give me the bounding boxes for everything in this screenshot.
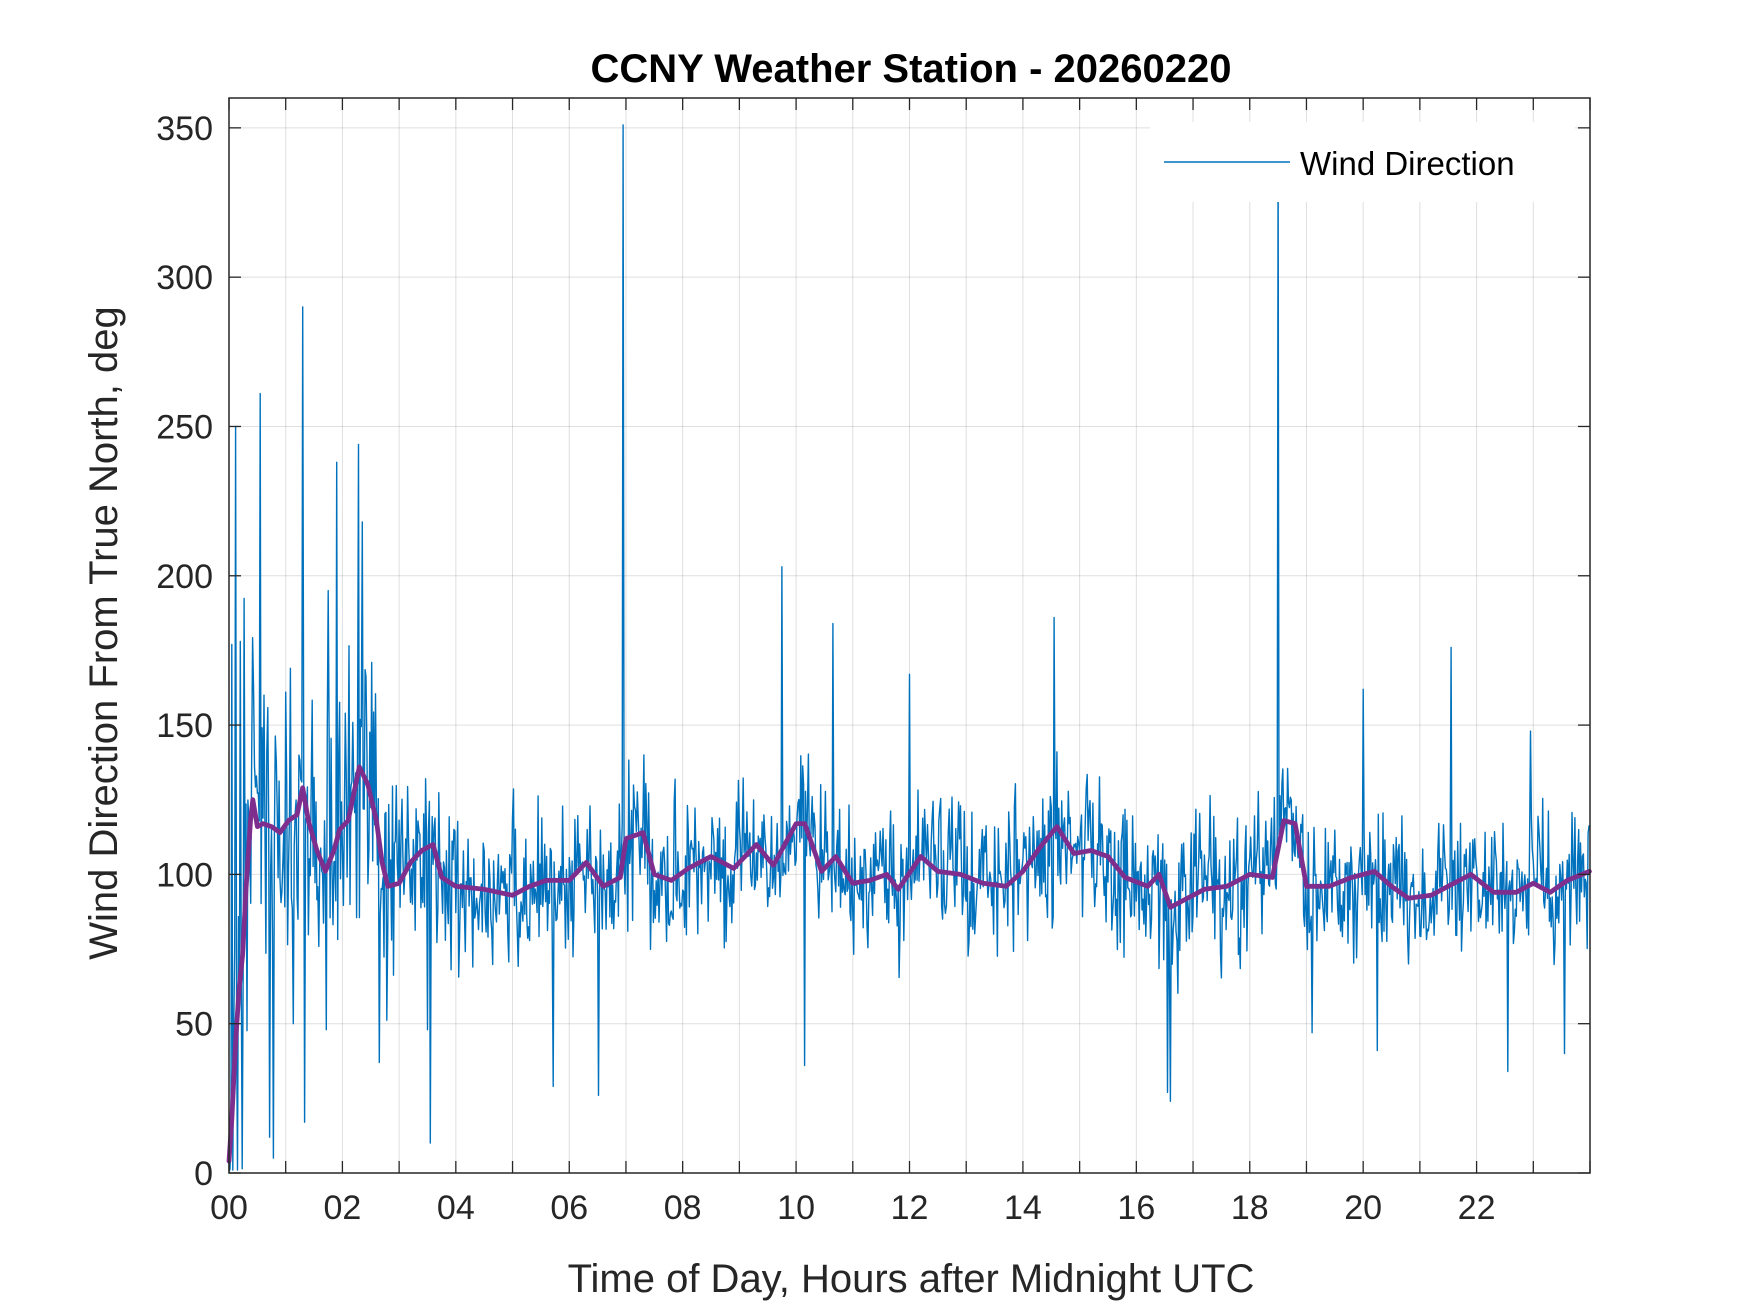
- y-tick-label: 100: [156, 856, 213, 894]
- x-tick-label: 00: [210, 1189, 248, 1227]
- x-tick-label: 16: [1117, 1189, 1155, 1227]
- tick-labels: 00 02 04 06 08 10 12 14 16 18 20 22 0 50 100 150 200 250 3…: [156, 110, 1495, 1227]
- y-tick-label: 250: [156, 408, 213, 446]
- x-tick-label: 18: [1231, 1189, 1269, 1227]
- y-tick-label: 350: [156, 110, 213, 148]
- data-layer: [226, 124, 1592, 1171]
- y-tick-label: 200: [156, 558, 213, 596]
- plot-area: [229, 98, 1590, 1173]
- x-tick-label: 02: [324, 1189, 362, 1227]
- legend: Wind Direction: [1150, 122, 1575, 202]
- smoothed-wind-direction-line: [226, 764, 1592, 1164]
- y-tick-label: 150: [156, 707, 213, 745]
- x-tick-label: 04: [437, 1189, 475, 1227]
- x-axis-label: Time of Day, Hours after Midnight UTC: [568, 1257, 1255, 1301]
- y-tick-label: 300: [156, 259, 213, 297]
- legend-label-wind-direction: Wind Direction: [1300, 145, 1515, 182]
- y-tick-label: 0: [194, 1155, 213, 1193]
- ticks: [228, 98, 1591, 1174]
- x-tick-label: 20: [1344, 1189, 1382, 1227]
- wind-direction-line: [229, 124, 1590, 1171]
- x-tick-label: 10: [777, 1189, 815, 1227]
- x-tick-label: 14: [1004, 1189, 1042, 1227]
- x-tick-label: 22: [1458, 1189, 1496, 1227]
- y-axis-label: Wind Direction From True North, deg: [82, 306, 126, 960]
- x-tick-label: 12: [891, 1189, 929, 1227]
- y-tick-label: 50: [175, 1006, 213, 1044]
- x-tick-label: 08: [664, 1189, 702, 1227]
- x-tick-label: 06: [550, 1189, 588, 1227]
- chart-title: CCNY Weather Station - 20260220: [591, 47, 1232, 91]
